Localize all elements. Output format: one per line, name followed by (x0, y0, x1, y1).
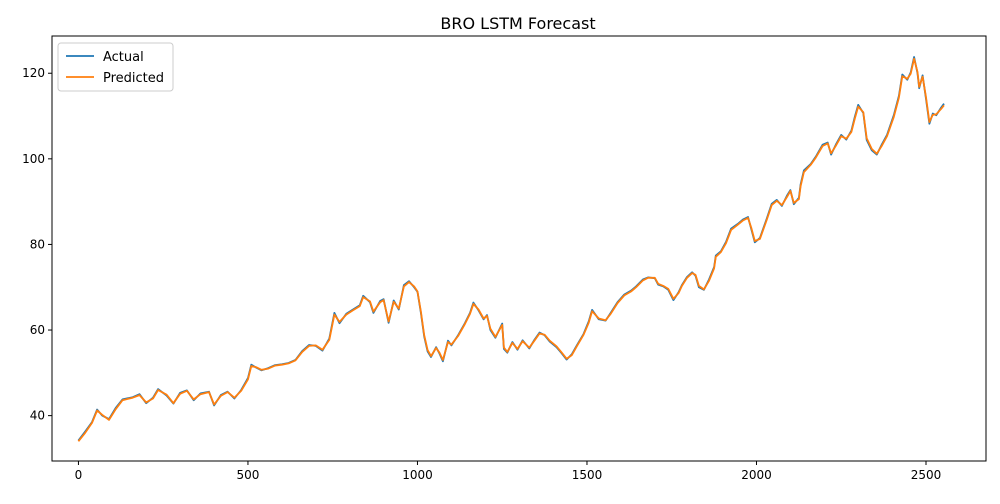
chart-title: BRO LSTM Forecast (440, 14, 595, 33)
y-tick-label: 60 (30, 323, 45, 337)
x-tick-label: 2000 (741, 468, 772, 482)
y-tick-label: 40 (30, 409, 45, 423)
series-layer (77, 56, 945, 442)
series-line-predicted (77, 57, 945, 442)
legend-label-actual: Actual (103, 50, 144, 65)
y-tick-label: 100 (22, 152, 45, 166)
axes-layer: 0 500 1000 1500 2000 2500 40 60 80 100 120 (22, 35, 987, 482)
plot-area (52, 36, 986, 461)
y-tick-label: 80 (30, 237, 45, 251)
x-tick-label: 1000 (402, 468, 433, 482)
x-tick-label: 2500 (911, 468, 942, 482)
legend: Actual Predicted (57, 42, 174, 92)
legend-label-predicted: Predicted (103, 71, 164, 86)
x-tick-label: 1500 (572, 468, 603, 482)
x-tick-label: 500 (237, 468, 260, 482)
y-tick-label: 120 (22, 66, 45, 80)
x-tick-label: 0 (75, 468, 83, 482)
legend-box (57, 42, 174, 92)
axes-frame (51, 35, 987, 462)
